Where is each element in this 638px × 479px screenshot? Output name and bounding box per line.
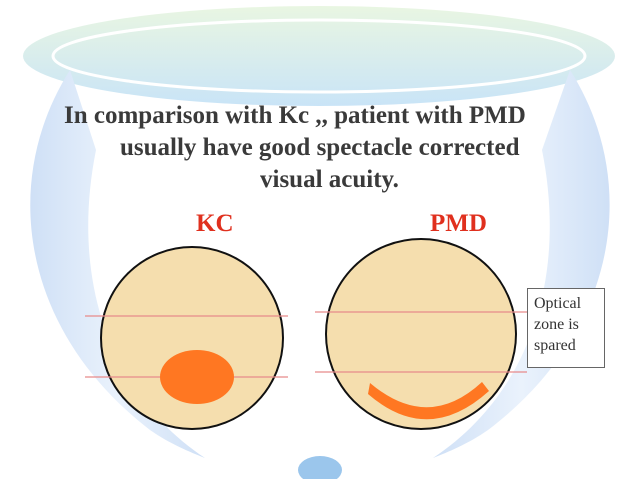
pmd-cornea-circle — [325, 238, 517, 430]
slide-title: In comparison with Kc ,, patient with PM… — [40, 100, 610, 196]
title-line-2: usually have good spectacle corrected — [120, 134, 520, 161]
pmd-crescent-lesion — [368, 382, 489, 420]
annotation-line-1: Optical — [534, 295, 582, 312]
pmd-label: PMD — [430, 210, 487, 237]
annotation-line-3: spared — [534, 337, 576, 354]
kc-cornea-circle — [100, 246, 284, 430]
decorative-swirl — [23, 6, 615, 479]
kc-label: KC — [196, 210, 234, 237]
kc-cornea-diagram — [85, 246, 288, 430]
kc-cone-lesion — [160, 350, 234, 404]
title-line-3: visual acuity. — [260, 166, 399, 193]
pmd-cornea-diagram — [315, 238, 527, 430]
annotation-line-2: zone is — [534, 316, 579, 333]
optical-zone-annotation: Optical zone is spared — [527, 288, 605, 368]
title-line-1: In comparison with Kc ,, patient with PM… — [64, 102, 526, 129]
